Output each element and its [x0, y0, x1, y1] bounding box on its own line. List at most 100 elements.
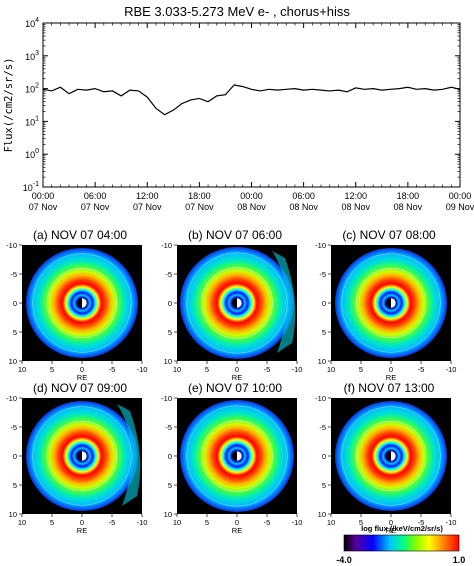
panel-y-tick-label: 5 — [13, 328, 17, 337]
panel-y-tick-label: -5 — [319, 270, 326, 279]
contour-ring — [341, 406, 441, 506]
panel-x-axis-label: RE — [386, 373, 396, 382]
panel-y-tick-label: 10 — [164, 357, 172, 366]
y-tick-exponent: -1 — [33, 181, 39, 188]
x-tick-date: 08 Nov — [394, 202, 423, 212]
panel-title: (a) NOV 07 04:00 — [33, 228, 127, 242]
y-tick-label: 101 — [25, 115, 39, 127]
y-tick-exponent: 4 — [35, 17, 39, 24]
panel-x-tick-label: -5 — [418, 518, 425, 527]
panel-x-tick-label: 5 — [50, 365, 54, 374]
panel-y-tick-label: -10 — [6, 394, 17, 403]
panel-y-tick-label: 0 — [322, 299, 326, 308]
panel-x-axis-label: RE — [77, 526, 87, 535]
x-tick-date: 08 Nov — [341, 202, 370, 212]
panel-x-axis-label: RE — [386, 526, 396, 535]
x-tick-date: 08 Nov — [237, 202, 266, 212]
x-tick-time: 12:00 — [344, 191, 367, 201]
panel-x-tick-label: -5 — [109, 518, 116, 527]
flux-anomaly — [117, 404, 141, 506]
panel-x-tick-label: 0 — [235, 518, 239, 527]
panel-y-tick-label: 0 — [322, 452, 326, 461]
panel-y-tick-label: 5 — [322, 481, 326, 490]
y-axis-label: Flux(/cm2/sr/s) — [3, 58, 15, 153]
panel-x-tick-label: -5 — [264, 365, 271, 374]
panel-x-tick-label: -10 — [292, 365, 303, 374]
panel-y-tick-label: 5 — [168, 481, 172, 490]
panel-x-tick-label: 10 — [18, 518, 26, 527]
panel-x-tick-label: 5 — [359, 365, 363, 374]
earth-night-side — [77, 451, 82, 461]
dial-panel: (d) NOV 07 09:00 10 5 0 -5 -10 -10 -5 0 5 10 RE — [6, 381, 147, 535]
panel-x-tick-label: -10 — [137, 365, 148, 374]
panel-y-tick-label: 5 — [322, 328, 326, 337]
panel-x-tick-label: 10 — [327, 365, 335, 374]
dial-map-d — [26, 401, 141, 511]
panel-x-tick-label: -10 — [292, 518, 303, 527]
panel-title: (f) NOV 07 13:00 — [344, 381, 435, 395]
panel-x-tick-label: 0 — [389, 518, 393, 527]
panel-x-tick-label: 10 — [173, 365, 181, 374]
colorbar-label: log flux (/keV/cm2/sr/s) — [361, 524, 443, 533]
y-tick-exponent: 1 — [35, 115, 39, 122]
colorbar-min-label: -4.0 — [336, 555, 352, 565]
contour-ring — [186, 252, 288, 354]
y-tick-label: 102 — [25, 83, 39, 95]
x-tick-time: 00:00 — [240, 191, 263, 201]
panel-x-tick-label: 0 — [235, 365, 239, 374]
contour-ring — [201, 420, 273, 492]
series-line — [42, 84, 461, 116]
panel-title: (e) NOV 07 10:00 — [188, 381, 282, 395]
y-tick-exponent: 3 — [35, 50, 39, 57]
earth-night-side — [386, 298, 391, 308]
panel-title: (d) NOV 07 09:00 — [33, 381, 127, 395]
y-tick-exponent: 0 — [35, 148, 39, 155]
panel-y-tick-label: 0 — [13, 452, 17, 461]
panel-y-tick-label: -5 — [165, 423, 172, 432]
contour-ring — [355, 420, 427, 492]
y-tick-base: 10 — [25, 52, 35, 62]
panel-x-tick-label: -10 — [446, 365, 457, 374]
x-tick-time: 06:00 — [84, 191, 107, 201]
dial-map-b — [180, 247, 296, 359]
flux-anomaly — [272, 251, 296, 353]
contour-ring — [46, 267, 118, 339]
panel-x-tick-label: 10 — [173, 518, 181, 527]
colorbar-scale — [343, 534, 460, 552]
panel-x-tick-label: 5 — [205, 365, 209, 374]
earth-night-side — [386, 451, 391, 461]
panel-x-tick-label: -10 — [446, 518, 457, 527]
panel-y-tick-label: -5 — [10, 423, 17, 432]
y-tick-base: 10 — [25, 150, 35, 160]
contour-ring — [355, 267, 427, 339]
plot-frame — [42, 22, 461, 188]
dial-panel: (e) NOV 07 10:00 10 5 0 -5 -10 -10 -5 0 5 10 RE — [161, 381, 302, 535]
panel-y-tick-label: 10 — [9, 357, 17, 366]
y-tick-base: 10 — [23, 183, 33, 193]
panel-y-tick-label: -10 — [315, 241, 326, 250]
colorbar: log flux (/keV/cm2/sr/s) -4.0 1.0 — [336, 524, 465, 565]
y-tick-base: 10 — [25, 85, 35, 95]
panel-y-tick-label: -5 — [165, 270, 172, 279]
panel-title: (c) NOV 07 08:00 — [342, 228, 436, 242]
contour-ring — [32, 253, 132, 353]
dial-map-e — [180, 400, 294, 512]
x-tick-time: 00:00 — [449, 191, 472, 201]
x-tick-time: 12:00 — [136, 191, 159, 201]
panel-x-tick-label: -5 — [418, 365, 425, 374]
panel-x-tick-label: -10 — [137, 518, 148, 527]
panel-title: (b) NOV 07 06:00 — [188, 228, 282, 242]
panel-x-tick-label: 10 — [327, 518, 335, 527]
panel-y-tick-label: 10 — [164, 510, 172, 519]
y-tick-label: 10-1 — [23, 181, 39, 193]
dial-map-a — [26, 248, 138, 358]
contour-ring — [186, 405, 288, 507]
contour-ring — [341, 253, 441, 353]
dial-map-c — [335, 248, 447, 358]
panel-x-tick-label: -5 — [264, 518, 271, 527]
panel-x-tick-label: 5 — [50, 518, 54, 527]
earth-night-side — [232, 298, 237, 308]
y-tick-label: 103 — [25, 50, 39, 62]
